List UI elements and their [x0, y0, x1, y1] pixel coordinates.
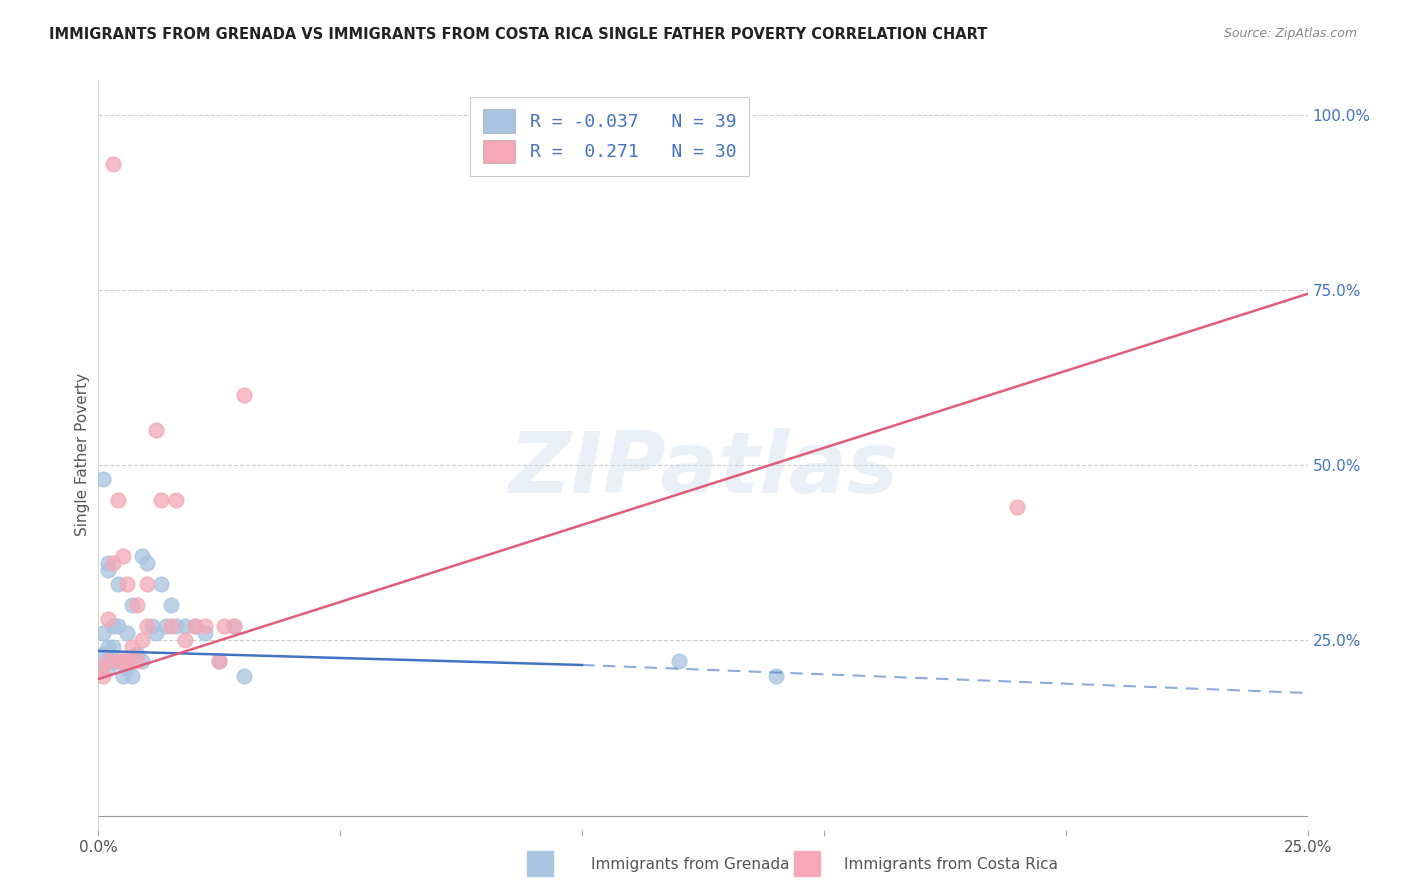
Point [90, 661, 112, 675]
Point [145, 626, 167, 640]
Legend: R = -0.037   N = 39, R =  0.271   N = 30: R = -0.037 N = 39, R = 0.271 N = 30 [470, 97, 749, 176]
Point [135, 577, 157, 591]
Point [232, 668, 254, 682]
Point [91, 472, 114, 486]
Point [184, 619, 207, 633]
Text: Source: ZipAtlas.com: Source: ZipAtlas.com [1223, 27, 1357, 40]
Text: ZIPatlas: ZIPatlas [508, 428, 898, 511]
Point [194, 626, 217, 640]
Point [101, 157, 124, 171]
Point [91, 648, 114, 662]
Point [101, 557, 124, 571]
Point [208, 655, 231, 669]
Point [131, 549, 153, 564]
Point [222, 619, 245, 633]
Point [107, 577, 129, 591]
Point [208, 655, 231, 669]
Point [94, 655, 117, 669]
Point [145, 424, 167, 438]
Point [97, 557, 120, 571]
Point [121, 640, 143, 655]
Point [121, 599, 143, 613]
Point [131, 633, 153, 648]
Point [107, 655, 129, 669]
Point [165, 493, 187, 508]
Point [111, 655, 134, 669]
Point [165, 619, 187, 633]
Point [184, 619, 207, 633]
Point [101, 640, 124, 655]
Point [107, 619, 129, 633]
Point [1007, 500, 1029, 515]
Point [107, 493, 129, 508]
Point [111, 668, 134, 682]
Point [97, 655, 120, 669]
Point [150, 493, 173, 508]
Point [97, 661, 120, 675]
Point [131, 655, 153, 669]
Point [97, 640, 120, 655]
Point [222, 619, 245, 633]
Point [90, 661, 112, 675]
Point [150, 577, 173, 591]
Point [160, 619, 183, 633]
Point [117, 655, 139, 669]
Point [91, 626, 114, 640]
Point [101, 655, 124, 669]
Point [135, 619, 157, 633]
Point [141, 619, 163, 633]
Point [160, 599, 183, 613]
Point [97, 612, 120, 626]
Point [107, 655, 129, 669]
Point [174, 633, 197, 648]
Point [117, 577, 139, 591]
Point [212, 619, 235, 633]
Point [232, 388, 254, 402]
Point [127, 599, 149, 613]
Y-axis label: Single Father Poverty: Single Father Poverty [75, 374, 90, 536]
Point [765, 668, 787, 682]
Point [155, 619, 177, 633]
Point [97, 564, 120, 578]
Point [668, 655, 690, 669]
Point [127, 648, 149, 662]
Point [174, 619, 197, 633]
Point [111, 549, 134, 564]
Point [101, 619, 124, 633]
Point [127, 655, 149, 669]
Text: IMMIGRANTS FROM GRENADA VS IMMIGRANTS FROM COSTA RICA SINGLE FATHER POVERTY CORR: IMMIGRANTS FROM GRENADA VS IMMIGRANTS FR… [49, 27, 987, 42]
Point [117, 661, 139, 675]
Point [91, 668, 114, 682]
Text: Immigrants from Costa Rica: Immigrants from Costa Rica [844, 857, 1057, 872]
Point [111, 655, 134, 669]
Point [194, 619, 217, 633]
Point [121, 668, 143, 682]
Point [135, 557, 157, 571]
Text: Immigrants from Grenada: Immigrants from Grenada [591, 857, 789, 872]
Point [117, 626, 139, 640]
